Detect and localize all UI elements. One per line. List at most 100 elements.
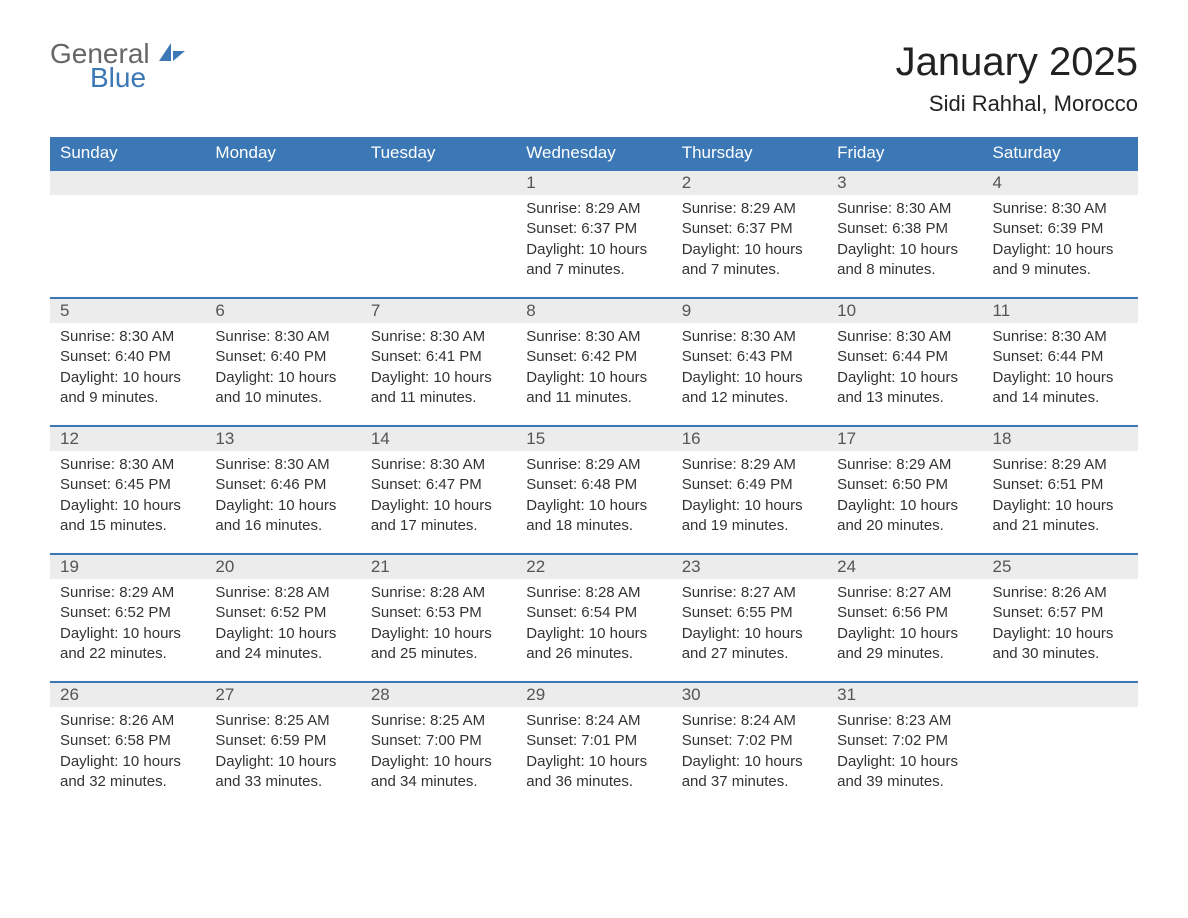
sunrise-line: Sunrise: 8:29 AM [837, 455, 972, 475]
sunrise-line: Sunrise: 8:29 AM [993, 455, 1128, 475]
day-number: 26 [50, 681, 205, 707]
day-number: 1 [516, 169, 671, 195]
sunset-line: Sunset: 7:02 PM [837, 731, 972, 751]
sunset-line: Sunset: 6:39 PM [993, 219, 1128, 239]
sunset-line: Sunset: 6:43 PM [682, 347, 817, 367]
sunset-line: Sunset: 6:37 PM [682, 219, 817, 239]
sunrise-line: Sunrise: 8:30 AM [993, 199, 1128, 219]
day-number: 21 [361, 553, 516, 579]
sunrise-line: Sunrise: 8:24 AM [526, 711, 661, 731]
day-number: 30 [672, 681, 827, 707]
day-details: Sunrise: 8:30 AMSunset: 6:45 PMDaylight:… [50, 451, 205, 546]
brand-logo: General Blue [50, 40, 185, 92]
day-details: Sunrise: 8:29 AMSunset: 6:49 PMDaylight:… [672, 451, 827, 546]
sunset-line: Sunset: 7:01 PM [526, 731, 661, 751]
day-number: 5 [50, 297, 205, 323]
daylight-line: Daylight: 10 hours and 9 minutes. [993, 240, 1128, 281]
day-number: 3 [827, 169, 982, 195]
sunset-line: Sunset: 6:44 PM [993, 347, 1128, 367]
sunrise-line: Sunrise: 8:30 AM [215, 455, 350, 475]
daylight-line: Daylight: 10 hours and 27 minutes. [682, 624, 817, 665]
day-details: Sunrise: 8:30 AMSunset: 6:47 PMDaylight:… [361, 451, 516, 546]
daylight-line: Daylight: 10 hours and 8 minutes. [837, 240, 972, 281]
calendar-cell: 13Sunrise: 8:30 AMSunset: 6:46 PMDayligh… [205, 425, 360, 553]
weekday-header-row: SundayMondayTuesdayWednesdayThursdayFrid… [50, 137, 1138, 169]
weekday-header: Thursday [672, 137, 827, 169]
daylight-line: Daylight: 10 hours and 30 minutes. [993, 624, 1128, 665]
daylight-line: Daylight: 10 hours and 26 minutes. [526, 624, 661, 665]
weekday-header: Friday [827, 137, 982, 169]
location-subtitle: Sidi Rahhal, Morocco [896, 91, 1138, 117]
day-details: Sunrise: 8:29 AMSunset: 6:51 PMDaylight:… [983, 451, 1138, 546]
daylight-line: Daylight: 10 hours and 11 minutes. [526, 368, 661, 409]
day-number: 24 [827, 553, 982, 579]
sunrise-line: Sunrise: 8:29 AM [526, 199, 661, 219]
sunrise-line: Sunrise: 8:30 AM [371, 327, 506, 347]
calendar-cell: 2Sunrise: 8:29 AMSunset: 6:37 PMDaylight… [672, 169, 827, 297]
daylight-line: Daylight: 10 hours and 17 minutes. [371, 496, 506, 537]
sunrise-line: Sunrise: 8:29 AM [682, 199, 817, 219]
calendar-cell: 30Sunrise: 8:24 AMSunset: 7:02 PMDayligh… [672, 681, 827, 809]
sunset-line: Sunset: 6:52 PM [215, 603, 350, 623]
calendar-row: 1Sunrise: 8:29 AMSunset: 6:37 PMDaylight… [50, 169, 1138, 297]
calendar-cell: 11Sunrise: 8:30 AMSunset: 6:44 PMDayligh… [983, 297, 1138, 425]
day-details: Sunrise: 8:29 AMSunset: 6:48 PMDaylight:… [516, 451, 671, 546]
sunset-line: Sunset: 6:59 PM [215, 731, 350, 751]
calendar-cell [983, 681, 1138, 809]
calendar-row: 19Sunrise: 8:29 AMSunset: 6:52 PMDayligh… [50, 553, 1138, 681]
sunset-line: Sunset: 7:00 PM [371, 731, 506, 751]
sunrise-line: Sunrise: 8:26 AM [60, 711, 195, 731]
daylight-line: Daylight: 10 hours and 24 minutes. [215, 624, 350, 665]
day-details: Sunrise: 8:30 AMSunset: 6:38 PMDaylight:… [827, 195, 982, 290]
daylight-line: Daylight: 10 hours and 12 minutes. [682, 368, 817, 409]
day-details: Sunrise: 8:29 AMSunset: 6:52 PMDaylight:… [50, 579, 205, 674]
calendar-cell: 28Sunrise: 8:25 AMSunset: 7:00 PMDayligh… [361, 681, 516, 809]
sunset-line: Sunset: 7:02 PM [682, 731, 817, 751]
sunset-line: Sunset: 6:50 PM [837, 475, 972, 495]
daylight-line: Daylight: 10 hours and 7 minutes. [526, 240, 661, 281]
sunset-line: Sunset: 6:47 PM [371, 475, 506, 495]
calendar-cell: 9Sunrise: 8:30 AMSunset: 6:43 PMDaylight… [672, 297, 827, 425]
calendar-cell: 22Sunrise: 8:28 AMSunset: 6:54 PMDayligh… [516, 553, 671, 681]
day-details [361, 195, 516, 209]
sunrise-line: Sunrise: 8:30 AM [837, 199, 972, 219]
calendar-row: 5Sunrise: 8:30 AMSunset: 6:40 PMDaylight… [50, 297, 1138, 425]
daylight-line: Daylight: 10 hours and 33 minutes. [215, 752, 350, 793]
day-details: Sunrise: 8:25 AMSunset: 7:00 PMDaylight:… [361, 707, 516, 802]
calendar-cell: 20Sunrise: 8:28 AMSunset: 6:52 PMDayligh… [205, 553, 360, 681]
daylight-line: Daylight: 10 hours and 11 minutes. [371, 368, 506, 409]
day-number [983, 681, 1138, 707]
sunset-line: Sunset: 6:54 PM [526, 603, 661, 623]
sunrise-line: Sunrise: 8:29 AM [682, 455, 817, 475]
day-details: Sunrise: 8:29 AMSunset: 6:37 PMDaylight:… [672, 195, 827, 290]
sunset-line: Sunset: 6:45 PM [60, 475, 195, 495]
day-details: Sunrise: 8:30 AMSunset: 6:40 PMDaylight:… [205, 323, 360, 418]
day-number: 15 [516, 425, 671, 451]
day-number: 8 [516, 297, 671, 323]
day-number: 25 [983, 553, 1138, 579]
calendar-row: 12Sunrise: 8:30 AMSunset: 6:45 PMDayligh… [50, 425, 1138, 553]
sunrise-line: Sunrise: 8:29 AM [60, 583, 195, 603]
sunrise-line: Sunrise: 8:25 AM [215, 711, 350, 731]
day-number: 20 [205, 553, 360, 579]
calendar-cell: 21Sunrise: 8:28 AMSunset: 6:53 PMDayligh… [361, 553, 516, 681]
day-details: Sunrise: 8:30 AMSunset: 6:43 PMDaylight:… [672, 323, 827, 418]
day-number [205, 169, 360, 195]
calendar-cell: 6Sunrise: 8:30 AMSunset: 6:40 PMDaylight… [205, 297, 360, 425]
day-details: Sunrise: 8:24 AMSunset: 7:01 PMDaylight:… [516, 707, 671, 802]
day-number: 22 [516, 553, 671, 579]
day-details: Sunrise: 8:30 AMSunset: 6:39 PMDaylight:… [983, 195, 1138, 290]
daylight-line: Daylight: 10 hours and 20 minutes. [837, 496, 972, 537]
sunset-line: Sunset: 6:51 PM [993, 475, 1128, 495]
daylight-line: Daylight: 10 hours and 22 minutes. [60, 624, 195, 665]
day-details: Sunrise: 8:30 AMSunset: 6:44 PMDaylight:… [983, 323, 1138, 418]
day-number: 27 [205, 681, 360, 707]
sunrise-line: Sunrise: 8:28 AM [371, 583, 506, 603]
daylight-line: Daylight: 10 hours and 29 minutes. [837, 624, 972, 665]
sunrise-line: Sunrise: 8:27 AM [837, 583, 972, 603]
day-details: Sunrise: 8:30 AMSunset: 6:40 PMDaylight:… [50, 323, 205, 418]
calendar-cell: 7Sunrise: 8:30 AMSunset: 6:41 PMDaylight… [361, 297, 516, 425]
sunrise-line: Sunrise: 8:30 AM [837, 327, 972, 347]
calendar-cell: 14Sunrise: 8:30 AMSunset: 6:47 PMDayligh… [361, 425, 516, 553]
daylight-line: Daylight: 10 hours and 39 minutes. [837, 752, 972, 793]
